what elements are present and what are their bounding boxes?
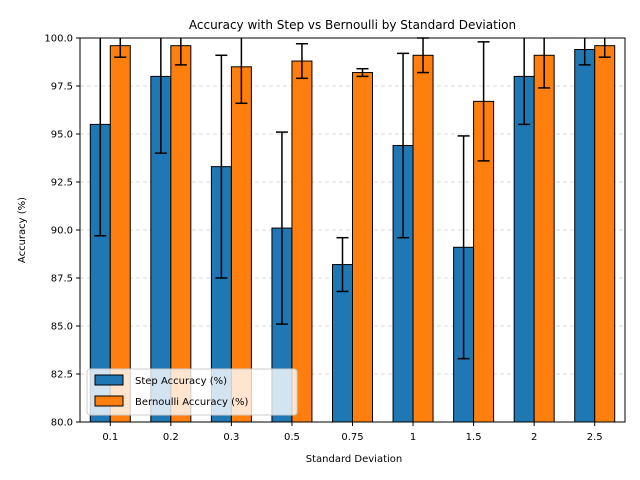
x-tick-label: 2.5	[587, 432, 603, 443]
bars	[89, 45, 616, 423]
bar-bernoulli	[291, 60, 313, 423]
y-tick-label: 85.0	[51, 322, 73, 333]
y-tick-label: 95.0	[51, 130, 73, 141]
y-tick-label: 100.0	[44, 34, 73, 45]
x-tick-label: 0.75	[341, 432, 363, 443]
legend-label-bernoulli: Bernoulli Accuracy (%)	[135, 397, 248, 408]
bar-bernoulli	[352, 72, 373, 423]
x-axis-ticks: 0.1 0.2 0.3 0.5 0.75 1 1.5 2 2.5	[102, 422, 603, 443]
y-tick-label: 90.0	[51, 226, 73, 237]
bar-bernoulli	[109, 45, 131, 423]
y-tick-label: 82.5	[51, 370, 73, 381]
legend-box	[86, 368, 298, 416]
bar-bernoulli	[594, 45, 616, 423]
legend-swatch-step	[94, 374, 124, 386]
error-bar	[397, 52, 410, 239]
y-tick-label: 92.5	[51, 178, 73, 189]
error-bars	[94, 37, 611, 360]
y-tick-label: 87.5	[51, 274, 73, 285]
error-bar	[477, 41, 490, 162]
x-tick-label: 0.5	[284, 432, 300, 443]
error-bar	[215, 54, 228, 279]
legend-swatch-bernoulli	[94, 395, 124, 407]
error-bar	[518, 38, 531, 126]
error-bar	[275, 131, 288, 325]
error-bar	[457, 135, 470, 360]
legend: Step Accuracy (%) Bernoulli Accuracy (%)	[86, 368, 298, 416]
error-bar	[174, 38, 187, 66]
chart-title: Accuracy with Step vs Bernoulli by Stand…	[189, 18, 516, 32]
legend-label-step: Step Accuracy (%)	[135, 376, 227, 387]
error-bar	[295, 43, 308, 80]
x-axis-label: Standard Deviation	[306, 454, 403, 465]
bar-bernoulli	[533, 54, 555, 423]
y-axis-label: Accuracy (%)	[17, 197, 28, 263]
x-tick-label: 0.2	[163, 432, 179, 443]
error-bar	[154, 38, 167, 154]
error-bar	[538, 38, 551, 89]
bar-step	[513, 75, 535, 423]
error-bar	[578, 38, 591, 66]
error-bar	[356, 67, 369, 78]
x-tick-label: 0.3	[223, 432, 239, 443]
y-axis-ticks: 80.0 82.5 85.0 87.5 90.0 92.5 95.0 97.5 100.0	[44, 34, 80, 429]
bar-bernoulli	[412, 54, 434, 423]
bar-step	[574, 49, 596, 423]
y-tick-label: 97.5	[51, 82, 73, 93]
error-bar	[336, 236, 349, 293]
error-bar	[94, 38, 107, 237]
error-bar	[598, 38, 611, 58]
bar-bernoulli	[170, 45, 192, 423]
x-tick-label: 1	[410, 432, 416, 443]
x-tick-label: 1.5	[466, 432, 482, 443]
x-tick-label: 0.1	[102, 432, 118, 443]
error-bar	[235, 38, 248, 105]
x-tick-label: 2	[531, 432, 537, 443]
y-tick-label: 80.0	[51, 418, 73, 429]
error-bar	[114, 38, 127, 58]
